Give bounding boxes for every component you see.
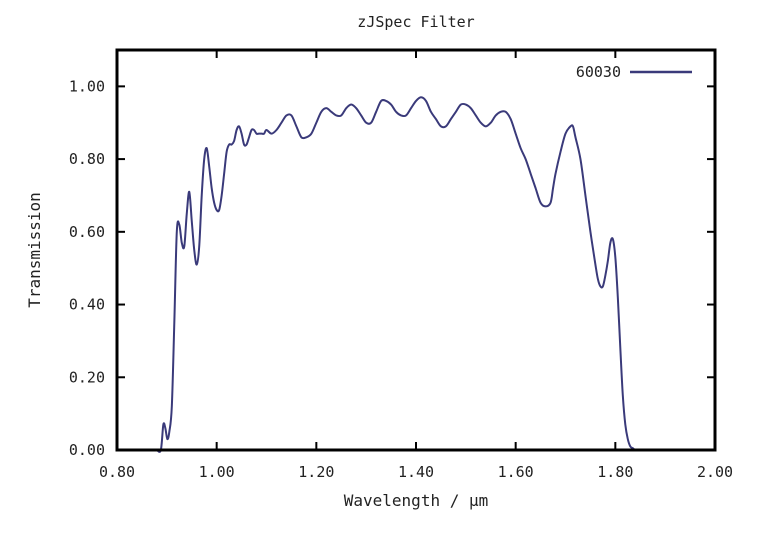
legend-label: 60030 xyxy=(576,63,621,81)
chart-title: zJSpec Filter xyxy=(357,13,474,31)
series-line xyxy=(155,96,664,453)
x-axis-label: Wavelength / μm xyxy=(344,491,489,510)
y-tick-label: 0.60 xyxy=(69,223,105,241)
plot-frame xyxy=(115,48,717,452)
series-layer xyxy=(155,96,664,453)
y-axis-label: Transmission xyxy=(25,192,44,308)
y-tick-label: 1.00 xyxy=(69,77,105,95)
x-tick-label: 1.80 xyxy=(597,463,633,481)
y-tick-label: 0.20 xyxy=(69,368,105,386)
y-tick-label: 0.00 xyxy=(69,441,105,459)
tick-labels: 0.80 1.00 1.20 1.40 1.60 1.80 2.00 0.00 0.20 0.40… xyxy=(69,77,733,481)
x-tick-label: 1.60 xyxy=(498,463,534,481)
x-tick-label: 1.00 xyxy=(199,463,235,481)
axis-ticks xyxy=(116,50,716,451)
y-tick-label: 0.40 xyxy=(69,296,105,314)
x-tick-label: 2.00 xyxy=(697,463,733,481)
x-tick-label: 0.80 xyxy=(99,463,135,481)
x-tick-label: 1.20 xyxy=(298,463,334,481)
x-tick-label: 1.40 xyxy=(398,463,434,481)
legend: 60030 xyxy=(576,63,692,81)
y-tick-label: 0.80 xyxy=(69,150,105,168)
